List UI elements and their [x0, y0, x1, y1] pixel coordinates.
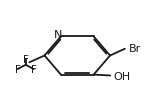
Text: F: F	[31, 65, 37, 74]
Text: F: F	[23, 54, 29, 64]
Text: N: N	[54, 29, 62, 39]
Text: Br: Br	[129, 43, 141, 53]
Text: OH: OH	[114, 71, 131, 81]
Text: F: F	[15, 65, 20, 74]
